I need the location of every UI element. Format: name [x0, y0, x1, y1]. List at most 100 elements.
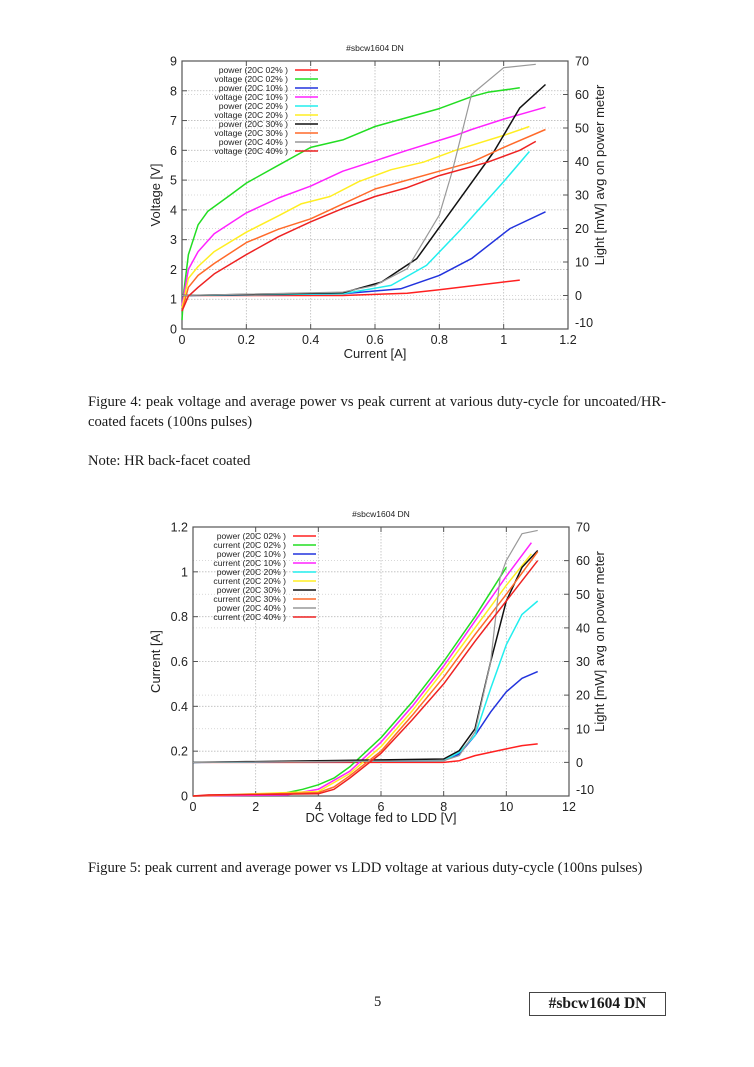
series-line	[192, 529, 538, 764]
y-tick-label: 7	[170, 114, 177, 128]
series-line	[193, 743, 538, 764]
y2-tick-label: 30	[576, 655, 590, 669]
x-tick-label: 0.2	[238, 333, 255, 347]
x-tick-label: 1.2	[559, 333, 576, 347]
y2-tick-label: 70	[575, 55, 589, 69]
y-tick-label: 0.6	[171, 655, 188, 669]
series-line	[192, 551, 539, 797]
series-line	[192, 553, 532, 797]
legend: power (20C 02% )current (20C 02% )power …	[213, 531, 316, 622]
x-tick-label: 1	[500, 333, 507, 347]
y-tick-label: 4	[170, 203, 177, 217]
y-tick-label: 0.2	[171, 745, 188, 759]
x-tick-label: 0.6	[366, 333, 383, 347]
legend-label: power (20C 10% )	[219, 83, 288, 93]
y-tick-label: 0.8	[171, 610, 188, 624]
series-line	[181, 63, 536, 297]
y2-tick-label: -10	[576, 783, 594, 797]
y2-axis-label: Light [mW] avg on power meter	[592, 84, 607, 265]
note-text: Note: HR back-facet coated	[88, 453, 251, 469]
series-line	[182, 279, 520, 297]
figure4-chart: 0 0.2 0.4 0.6 0.8 1 1.2 0 1 2 3 4 5 6 7 8 9 -10 0 10 20 30 40 5…	[148, 43, 607, 361]
legend-label: current (20C 10% )	[213, 558, 286, 568]
figure5-caption: Figure 5: peak current and average power…	[88, 860, 643, 876]
series-line	[181, 87, 520, 321]
y-tick-label: 9	[170, 55, 177, 69]
y2-tick-label: 20	[576, 689, 590, 703]
y2-tick-label: 50	[575, 122, 589, 136]
legend-label: voltage (20C 30% )	[214, 128, 288, 138]
y2-tick-label: 40	[575, 155, 589, 169]
legend-label: current (20C 20% )	[213, 576, 286, 586]
series-line	[181, 128, 546, 312]
doc-id-box: #sbcw1604 DN	[529, 992, 666, 1016]
series-line	[181, 140, 537, 312]
y-axis-label: Current [A]	[148, 630, 163, 693]
legend-label: power (20C 02% )	[219, 65, 288, 75]
y-tick-label: 1	[170, 293, 177, 307]
legend-label: power (20C 30% )	[217, 585, 286, 595]
y2-tick-label: -10	[575, 316, 593, 330]
legend-label: power (20C 02% )	[217, 531, 286, 541]
y-tick-label: 2	[170, 263, 177, 277]
legend-label: power (20C 10% )	[217, 549, 286, 559]
x-tick-label: 2	[252, 800, 259, 814]
series-line	[192, 560, 539, 797]
plot-frame	[192, 526, 570, 797]
y-axis-label: Voltage [V]	[148, 164, 163, 227]
legend-label: power (20C 40% )	[217, 603, 286, 613]
y2-tick-label: 50	[576, 588, 590, 602]
legend-label: voltage (20C 40% )	[214, 146, 288, 156]
y2-tick-label: 40	[576, 621, 590, 635]
x-axis-label: Current [A]	[344, 346, 407, 361]
y-tick-label: 0.4	[171, 700, 188, 714]
legend-label: current (20C 30% )	[213, 594, 286, 604]
x-axis-label: DC Voltage fed to LDD [V]	[305, 810, 456, 825]
legend: power (20C 02% )voltage (20C 02% )power …	[214, 65, 318, 156]
figure5-chart: 0 2 4 6 8 10 12 0 0.2 0.4 0.6 0.8 1 1.2 -10 0 10 20 30 40 50…	[148, 509, 607, 825]
y-tick-label: 1	[181, 565, 188, 579]
y2-axis-label: Light [mW] avg on power meter	[592, 551, 607, 732]
series-line	[181, 125, 530, 309]
y-tick-label: 8	[170, 84, 177, 98]
y-tick-label: 1.2	[171, 521, 188, 535]
y-tick-label: 6	[170, 144, 177, 158]
series-line	[181, 151, 530, 297]
x-tick-label: 6	[378, 800, 385, 814]
x-tick-label: 0	[179, 333, 186, 347]
y2-tick-label: 10	[576, 722, 590, 736]
series-group	[181, 63, 547, 321]
y-tick-label: 3	[170, 233, 177, 247]
legend-label: power (20C 20% )	[217, 567, 286, 577]
y-tick-label: 5	[170, 174, 177, 188]
x-tick-label: 0.8	[431, 333, 448, 347]
legend-label: power (20C 40% )	[219, 137, 288, 147]
y2-tick-label: 20	[575, 222, 589, 236]
x-tick-label: 12	[562, 800, 576, 814]
legend-label: power (20C 30% )	[219, 119, 288, 129]
y2-tick-label: 60	[576, 554, 590, 568]
x-tick-label: 0	[190, 800, 197, 814]
grid	[193, 527, 569, 796]
figure4-caption: Figure 4: peak voltage and average power…	[88, 394, 666, 430]
x-tick-label: 10	[499, 800, 513, 814]
x-tick-label: 8	[440, 800, 447, 814]
page-number: 5	[374, 994, 382, 1010]
legend-label: voltage (20C 10% )	[214, 92, 288, 102]
y2-tick-label: 60	[575, 88, 589, 102]
y2-tick-label: 30	[575, 189, 589, 203]
legend-label: power (20C 20% )	[219, 101, 288, 111]
plot-frame	[181, 60, 569, 330]
chart-title: #sbcw1604 DN	[346, 43, 404, 53]
y-tick-label: 0	[181, 790, 188, 804]
y2-tick-label: 10	[575, 256, 589, 270]
y2-tick-label: 70	[576, 521, 590, 535]
x-tick-label: 0.4	[302, 333, 319, 347]
y2-tick-label: 0	[575, 289, 582, 303]
legend-label: voltage (20C 02% )	[214, 74, 288, 84]
series-line	[181, 106, 546, 306]
y-tick-label: 0	[170, 323, 177, 337]
series-group	[192, 529, 539, 797]
legend-label: current (20C 02% )	[213, 540, 286, 550]
x-tick-label: 4	[315, 800, 322, 814]
